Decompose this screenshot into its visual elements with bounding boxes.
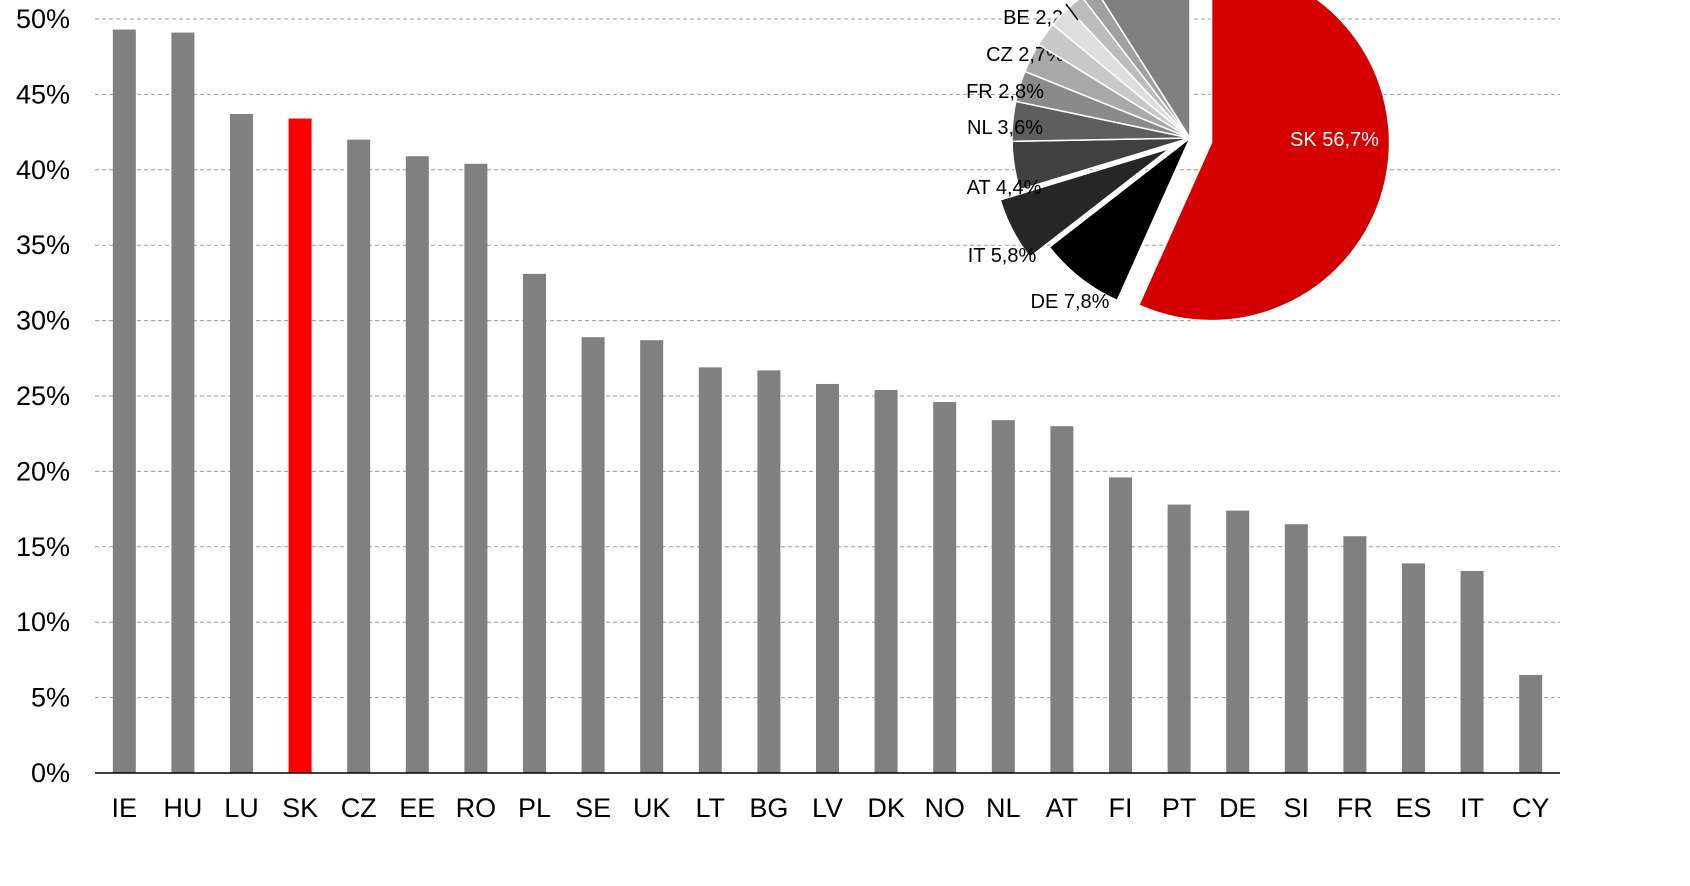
pie-slice [999, 147, 1171, 259]
x-tick-label: IT [1460, 793, 1484, 823]
x-tick-label: NO [924, 793, 965, 823]
bar-hu [171, 32, 195, 773]
x-tick-label: ES [1395, 793, 1431, 823]
pie-slice [1101, 0, 1191, 141]
pie-slice [1137, 0, 1391, 322]
x-tick-label: BG [749, 793, 788, 823]
bar-no [933, 402, 957, 773]
x-tick-label: LV [812, 793, 843, 823]
y-tick-label: 20% [16, 456, 70, 486]
bar-pl [523, 273, 546, 773]
pie-slice-label: SK 56,7% [1290, 129, 1379, 151]
bar-lu [230, 114, 253, 773]
x-tick-label: PT [1162, 793, 1197, 823]
x-tick-label: CZ [341, 793, 377, 823]
x-tick-label: SI [1284, 793, 1310, 823]
bar-de [1226, 510, 1250, 773]
pie-slice [1083, 0, 1191, 139]
bar-at [1050, 426, 1074, 773]
x-tick-label: SE [575, 793, 611, 823]
y-tick-label: 45% [16, 79, 70, 109]
y-tick-label: 10% [16, 607, 70, 637]
bar-pt [1167, 504, 1191, 773]
pie-slice-label: AT 4,4% [967, 177, 1042, 199]
y-tick-label: 0% [31, 758, 70, 788]
bar-sk [288, 118, 312, 773]
x-tick-label: PL [518, 793, 551, 823]
x-tick-label: CY [1512, 793, 1550, 823]
pie-slice-label: NL 3,6% [967, 117, 1043, 139]
x-tick-label: HU [163, 793, 202, 823]
bar-dk [874, 389, 898, 773]
pie-slice-label: FR 2,8% [966, 81, 1044, 103]
inset-pie-chart: SK 56,7% DE 7,8% IT 5,8% AT 4,4% NL 3,6% FR 2… [966, 0, 1391, 322]
bar-ro [464, 163, 488, 773]
bar-bg [757, 370, 781, 773]
x-tick-label: FI [1109, 793, 1133, 823]
bar-lt [698, 367, 722, 773]
y-tick-label: 50% [16, 4, 70, 34]
y-tick-label: 35% [16, 230, 70, 260]
pie-slice [1067, 0, 1191, 139]
x-tick-label: NL [986, 793, 1021, 823]
bar-lv [816, 383, 839, 773]
bar-nl [991, 420, 1015, 773]
x-tick-label: FR [1337, 793, 1373, 823]
bar-it [1460, 570, 1484, 773]
y-tick-label: 25% [16, 381, 70, 411]
bar-cy [1519, 674, 1543, 773]
pie-slice-label: CZ 2,7% [986, 44, 1064, 66]
bar-uk [640, 340, 664, 773]
x-tick-label: AT [1046, 793, 1079, 823]
bar-si [1284, 524, 1308, 773]
pie-leader-line [1065, 3, 1079, 21]
bar-fr [1343, 536, 1367, 773]
x-tick-label: UK [633, 793, 671, 823]
x-tick-label: RO [456, 793, 497, 823]
x-tick-label: SK [282, 793, 318, 823]
y-tick-label: 15% [16, 532, 70, 562]
bars [112, 29, 1543, 773]
bar-ee [405, 156, 429, 773]
bar-ie [112, 29, 136, 773]
x-tick-label: DK [867, 793, 905, 823]
bar-cz [347, 139, 371, 773]
y-tick-label: 5% [31, 683, 70, 713]
pie-slice-label: DE 7,8% [1031, 291, 1110, 313]
bar-se [581, 337, 605, 773]
x-tick-label: LT [696, 793, 726, 823]
x-tick-label: IE [112, 793, 138, 823]
axes: 0% 5% 10% 15% 20% 25% 30% 35% 40% 45% 50% IE HU LU SK C… [16, 4, 1560, 823]
y-tick-label: 40% [16, 155, 70, 185]
x-tick-label: LU [224, 793, 259, 823]
pie-slice [1048, 137, 1191, 302]
y-tick-label: 30% [16, 306, 70, 336]
pie-slice-label: IT 5,8% [968, 245, 1037, 267]
x-tick-label: DE [1219, 793, 1257, 823]
bar-es [1402, 563, 1425, 773]
bar-fi [1109, 477, 1132, 773]
x-tick-label: EE [399, 793, 435, 823]
